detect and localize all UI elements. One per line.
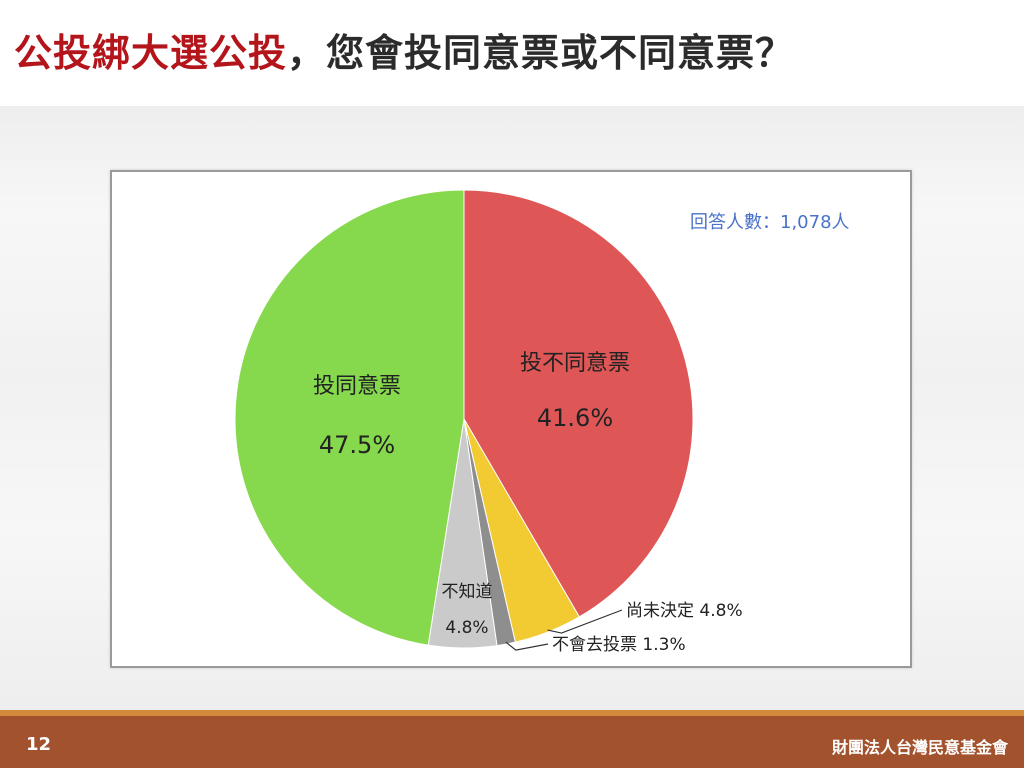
pie-slice-5 <box>234 189 465 646</box>
respondent-count-note: 回答人數：1,078人 <box>690 212 850 233</box>
leader-line-3 <box>505 641 549 651</box>
slice-label-name-4: 不知道 <box>442 582 493 602</box>
slice-label-value-5: 47.5% <box>319 431 395 459</box>
chart-frame: 回答人數：1,078人 投不同意票 41.6% 投同意票 47.5% 不知道 4.8% 尚未… <box>110 170 912 668</box>
slice-label-name-1: 投不同意票 <box>520 351 630 376</box>
title-highlight: 公投綁大選公投 <box>14 31 288 75</box>
organization-name: 財團法人台灣民意基金會 <box>831 738 1008 757</box>
title-area: 公投綁大選公投，您會投同意票或不同意票？ <box>0 0 1024 106</box>
slice-label-2: 尚未決定 4.8% <box>626 601 743 621</box>
footer-bar: 12 財團法人台灣民意基金會 <box>0 710 1024 768</box>
slice-label-name-5: 投同意票 <box>313 374 401 399</box>
slice-label-3: 不會去投票 1.3% <box>552 635 686 655</box>
title-rest: ，您會投同意票或不同意票？ <box>287 31 795 75</box>
leader-line-2 <box>547 609 623 634</box>
slice-label-value-4: 4.8% <box>445 618 488 638</box>
slide-title: 公投綁大選公投，您會投同意票或不同意票？ <box>14 22 794 77</box>
pie-slice-1 <box>463 189 694 618</box>
page-number: 12 <box>26 734 52 755</box>
slice-label-value-1: 41.6% <box>537 404 613 432</box>
pie-chart: 投不同意票 41.6% 投同意票 47.5% 不知道 4.8% 尚未決定 4.8% 不會去投票… <box>234 189 743 655</box>
